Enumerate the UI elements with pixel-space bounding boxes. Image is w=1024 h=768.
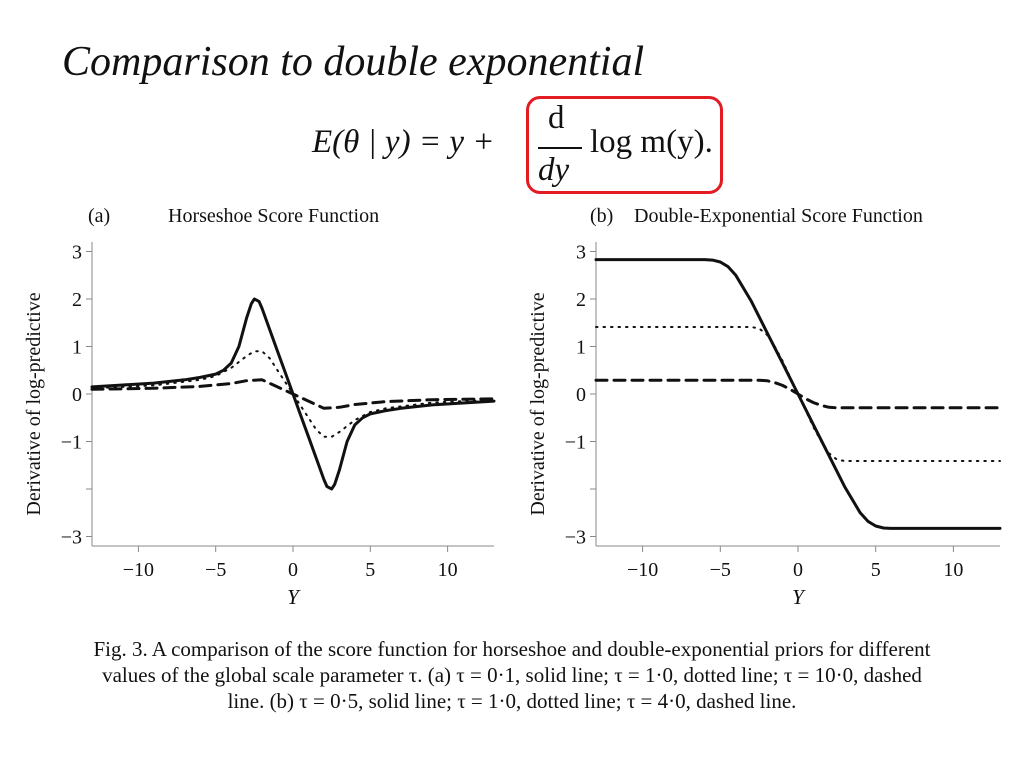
panel-b-x-axis-label: Y <box>792 585 806 609</box>
equation-lhs: E(θ | y) = y + <box>312 124 495 160</box>
panel-a-y-tick-label: −3 <box>61 527 82 549</box>
panel-a-y-tick-label: 3 <box>72 242 82 264</box>
panel-a-y-tick-label: 0 <box>72 384 82 406</box>
panel-b-title: Double-Exponential Score Function <box>634 205 923 227</box>
panel-b-series-dashed <box>594 378 1002 410</box>
panel-a-y-tick-label: 1 <box>72 337 82 359</box>
equation-denominator: dy <box>538 152 570 188</box>
caption-line-2: values of the global scale parameter τ. … <box>102 663 922 687</box>
equation-rhs: log m(y). <box>590 124 713 160</box>
panel-a-y-tick-label: −1 <box>61 432 82 454</box>
panel-a-series-dashed <box>90 378 496 410</box>
equation-fraction-bar <box>538 147 582 149</box>
panel-b-y-tick-label: 0 <box>576 384 586 406</box>
caption-line-1: Fig. 3. A comparison of the score functi… <box>93 637 931 661</box>
panel-a-y-axis-label: Derivative of log-predictive <box>23 292 45 515</box>
panel-b-x-tick-label: −5 <box>710 559 731 581</box>
panel-a-x-tick-label: −5 <box>205 559 226 581</box>
equation-highlight-box <box>526 96 723 194</box>
panel-a-y-tick-label: 2 <box>72 289 82 311</box>
panel-a-series-dotted <box>91 350 495 438</box>
panel-a-x-tick-label: 10 <box>438 559 458 581</box>
panel-a-x-tick-label: 5 <box>365 559 375 581</box>
panel-a-x-axis-label: Y <box>287 585 301 609</box>
panel-b-x-tick-label: 0 <box>793 559 803 581</box>
panel-b-y-tick-label: 2 <box>576 289 586 311</box>
score-equation: E(θ | y) = y + d dy log m(y). <box>312 96 732 196</box>
panel-a-label: (a) <box>88 205 110 227</box>
slide-title: Comparison to double exponential <box>62 39 645 85</box>
panel-b-x-tick-label: 5 <box>871 559 881 581</box>
panel-b-y-tick-label: −1 <box>565 432 586 454</box>
panel-a-title: Horseshoe Score Function <box>168 205 379 227</box>
caption-line-3: line. (b) τ = 0·5, solid line; τ = 1·0, … <box>227 689 797 713</box>
panel-a-x-tick-label: −10 <box>123 559 154 581</box>
panel-b-y-axis-label: Derivative of log-predictive <box>527 292 549 515</box>
panel-a-x-tick-label: 0 <box>288 559 298 581</box>
panel-b-y-tick-label: 1 <box>576 337 586 359</box>
panel-b-x-tick-label: −10 <box>627 559 658 581</box>
figure-caption: Fig. 3. A comparison of the score functi… <box>14 636 1010 714</box>
panel-b-y-tick-label: 3 <box>576 242 586 264</box>
equation-numerator: d <box>548 100 565 136</box>
panel-b-y-tick-label: −3 <box>565 527 586 549</box>
panel-b-x-tick-label: 10 <box>943 559 963 581</box>
panel-b-label: (b) <box>590 205 613 227</box>
